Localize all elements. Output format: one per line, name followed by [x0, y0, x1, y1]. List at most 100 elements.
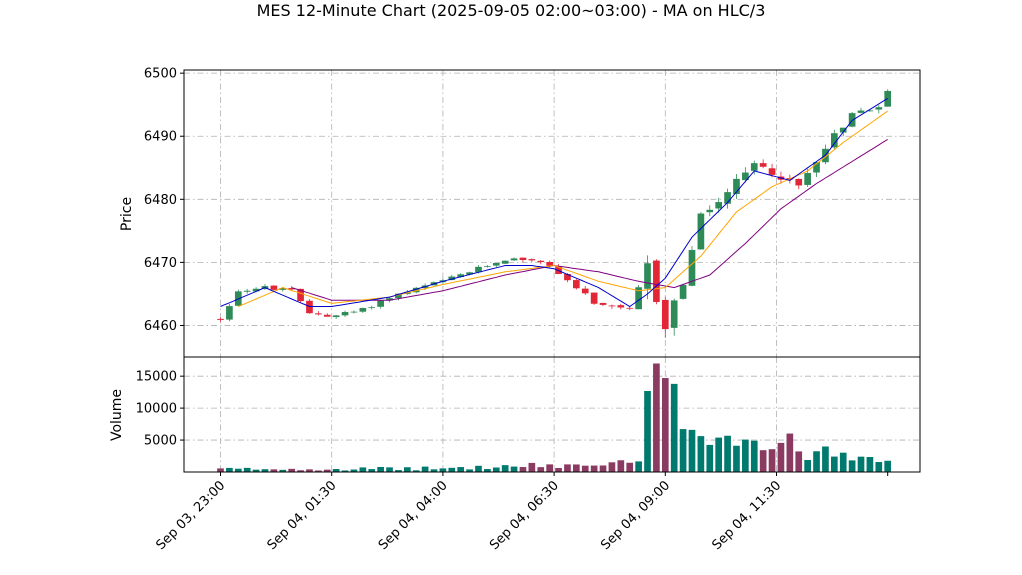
volume-bar: [608, 462, 616, 472]
volume-bar: [839, 452, 847, 472]
volume-bar: [884, 460, 892, 472]
volume-bars: [217, 363, 892, 472]
price-tick-label: 6470: [144, 256, 177, 271]
volume-bar: [866, 457, 874, 472]
candle-body: [617, 305, 625, 308]
candle-body: [857, 110, 865, 113]
candle-body: [412, 287, 420, 293]
candle-body: [590, 292, 598, 304]
volume-bar: [581, 465, 589, 472]
volume-bar: [377, 466, 384, 472]
volume-bar: [644, 390, 651, 472]
candle-body: [670, 300, 678, 328]
volume-bar: [564, 464, 571, 472]
candle-body: [315, 313, 322, 315]
candle-body: [804, 173, 811, 185]
volume-axis-label: Volume: [109, 389, 125, 441]
price-y-axis: 6460 6470 6480 6490 6500: [144, 67, 184, 334]
candle-body: [252, 288, 260, 292]
volume-bar: [261, 469, 269, 472]
volume-bar: [661, 378, 669, 472]
candle-body: [279, 288, 287, 290]
volume-bar: [510, 466, 518, 472]
candle-body: [581, 288, 589, 294]
volume-bar: [822, 446, 829, 472]
candle-body: [742, 172, 749, 181]
volume-bar: [724, 435, 731, 472]
volume-bar: [742, 439, 749, 472]
candle-body: [377, 300, 384, 307]
candle-body: [457, 274, 465, 278]
candle-body: [332, 315, 340, 318]
volume-bar: [795, 451, 803, 472]
price-panel: 6460 6470 6480 6490 6500 Price: [119, 67, 921, 358]
candle-body: [848, 113, 856, 127]
volume-bar: [421, 466, 429, 472]
volume-bar: [359, 467, 367, 472]
volume-bar: [733, 445, 740, 472]
volume-panel-frame: [183, 356, 921, 473]
volume-bar: [777, 442, 785, 472]
candle-body: [243, 290, 251, 292]
candle-body: [341, 312, 349, 316]
volume-bar: [706, 444, 714, 472]
volume-bar: [297, 470, 304, 472]
candle-body: [359, 308, 367, 312]
candle-body: [270, 285, 278, 290]
candle-body: [395, 293, 402, 299]
volume-bar: [857, 456, 865, 472]
candle-body: [501, 260, 509, 264]
candle-body: [839, 127, 847, 133]
volume-bar: [528, 462, 536, 472]
ma-fast-line: [220, 97, 888, 308]
candle-body: [323, 314, 331, 317]
volume-bar: [288, 468, 296, 472]
candle-body: [466, 272, 473, 275]
price-axis-label: Price: [119, 197, 135, 231]
candle-body: [475, 266, 482, 273]
volume-bar: [243, 467, 251, 472]
volume-bar: [448, 467, 456, 472]
volume-bar: [332, 469, 340, 472]
volume-bar: [430, 469, 438, 472]
volume-bar: [679, 429, 687, 472]
volume-bar: [306, 469, 313, 472]
candle-body: [297, 288, 304, 302]
candle-body: [608, 305, 616, 307]
candle-body: [573, 280, 580, 289]
candle-body: [875, 107, 883, 110]
volume-bar: [546, 464, 553, 472]
candle-body: [519, 257, 527, 260]
candle-body: [368, 307, 376, 309]
volume-bar: [599, 465, 607, 472]
volume-bar: [279, 469, 287, 472]
volume-bar: [688, 429, 696, 472]
volume-panel: 5000 10000 15000 Volume: [109, 356, 921, 473]
price-tick-label: 6500: [144, 67, 177, 82]
candle-body: [750, 163, 758, 171]
volume-tick-label: 5000: [144, 434, 177, 449]
candle-body: [484, 266, 491, 268]
volume-grid: [184, 357, 920, 472]
volume-bar: [323, 469, 331, 472]
candle-body: [733, 178, 740, 194]
volume-bar: [475, 465, 482, 472]
volume-bar: [234, 468, 242, 472]
price-tick-label: 6460: [144, 319, 177, 334]
candle-body: [706, 209, 714, 213]
ma-mid-line: [238, 110, 888, 307]
volume-bar: [848, 460, 856, 472]
volume-bar: [653, 363, 660, 472]
candle-body: [492, 263, 500, 266]
candle-body: [564, 274, 571, 281]
candle-body: [217, 318, 224, 320]
volume-bar: [341, 470, 349, 472]
volume-bar: [395, 470, 402, 472]
volume-bar: [466, 469, 473, 472]
volume-bar: [830, 456, 838, 472]
volume-bar: [715, 437, 723, 472]
volume-bar: [368, 469, 376, 472]
volume-bar: [350, 469, 358, 472]
